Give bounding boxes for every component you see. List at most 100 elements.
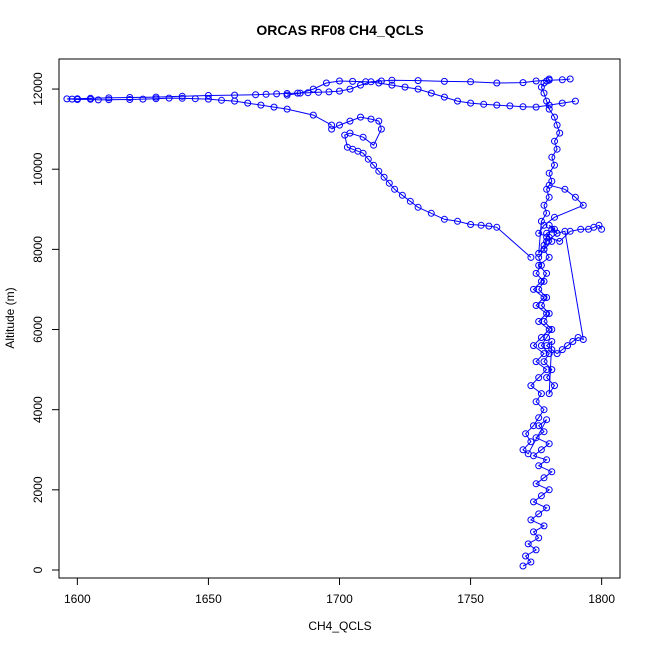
- data-point: [252, 91, 260, 99]
- data-point: [540, 406, 548, 414]
- data-point: [367, 115, 375, 123]
- data-point: [566, 227, 574, 235]
- data-point: [401, 83, 409, 91]
- chart-title: ORCAS RF08 CH4_QCLS: [256, 22, 423, 38]
- data-point: [537, 334, 545, 341]
- data-point: [309, 111, 317, 119]
- data-point: [336, 121, 343, 129]
- data-point: [543, 342, 551, 350]
- data-point: [532, 434, 540, 442]
- data-point: [579, 336, 587, 343]
- data-point: [328, 121, 336, 129]
- data-point: [545, 486, 553, 494]
- x-tick-label: 1700: [326, 592, 353, 606]
- data-point: [540, 277, 548, 285]
- y-tick-label: 0: [31, 566, 45, 573]
- data-point: [178, 94, 186, 102]
- data-point: [540, 221, 548, 229]
- data-point: [385, 179, 393, 187]
- data-point: [73, 95, 81, 103]
- data-point: [548, 366, 556, 374]
- data-point: [535, 229, 543, 237]
- data-point: [427, 89, 435, 97]
- data-point: [63, 95, 71, 103]
- data-point: [537, 302, 545, 309]
- data-point: [530, 528, 537, 536]
- data-point: [543, 366, 551, 374]
- data-point: [558, 346, 566, 354]
- data-point: [537, 390, 545, 398]
- data-point: [551, 213, 558, 221]
- data-point: [532, 480, 540, 488]
- series-line: [537, 184, 603, 242]
- data-point: [543, 416, 551, 424]
- series-line: [331, 116, 532, 258]
- data-point: [545, 233, 553, 241]
- x-tick-label: 1800: [588, 592, 615, 606]
- data-point: [545, 76, 553, 84]
- data-point: [370, 161, 378, 169]
- data-point: [530, 498, 537, 506]
- data-point: [532, 546, 540, 554]
- data-point: [139, 95, 147, 103]
- data-point: [548, 346, 556, 354]
- data-point: [571, 97, 579, 105]
- data-point: [477, 221, 485, 229]
- data-point: [375, 117, 383, 125]
- data-point: [540, 89, 548, 97]
- data-point: [527, 253, 535, 261]
- data-point: [561, 227, 569, 235]
- data-point: [556, 237, 564, 245]
- data-point: [545, 181, 553, 189]
- data-point: [391, 185, 399, 193]
- data-point: [522, 430, 530, 438]
- data-point: [548, 225, 556, 233]
- data-point: [440, 93, 448, 101]
- data-point: [467, 221, 475, 228]
- data-point: [364, 155, 372, 163]
- data-point: [427, 209, 435, 217]
- data-point: [545, 101, 553, 109]
- data-point: [564, 342, 572, 350]
- data-point: [543, 294, 551, 301]
- data-point: [543, 334, 551, 341]
- data-point: [283, 91, 291, 99]
- data-point: [540, 350, 548, 358]
- data-point: [87, 94, 94, 102]
- data-point: [328, 125, 336, 133]
- data-point: [309, 85, 317, 93]
- data-point: [94, 96, 102, 104]
- data-point: [304, 89, 312, 97]
- data-point: [548, 326, 556, 333]
- data-point: [551, 137, 558, 145]
- data-point: [346, 85, 354, 93]
- data-point: [556, 129, 564, 137]
- data-point: [540, 474, 548, 482]
- data-point: [540, 294, 548, 301]
- data-point: [68, 95, 76, 103]
- data-point: [569, 338, 577, 345]
- data-point: [535, 414, 543, 422]
- data-point: [540, 318, 548, 325]
- data-point: [440, 77, 448, 85]
- data-point: [296, 89, 304, 97]
- data-point: [535, 534, 543, 542]
- data-point: [543, 209, 551, 217]
- data-point: [273, 90, 281, 98]
- data-point: [535, 462, 543, 470]
- data-point: [551, 113, 558, 121]
- data-point: [257, 101, 265, 109]
- data-point: [543, 310, 551, 317]
- data-point: [543, 269, 551, 277]
- data-point: [480, 100, 488, 108]
- series-line: [522, 78, 584, 567]
- data-point: [537, 446, 545, 454]
- y-tick-label: 2000: [31, 476, 45, 503]
- data-point: [270, 103, 278, 111]
- data-point: [535, 249, 543, 257]
- data-point: [548, 153, 556, 161]
- data-point: [545, 169, 553, 177]
- data-point: [359, 133, 367, 141]
- data-point: [532, 358, 540, 366]
